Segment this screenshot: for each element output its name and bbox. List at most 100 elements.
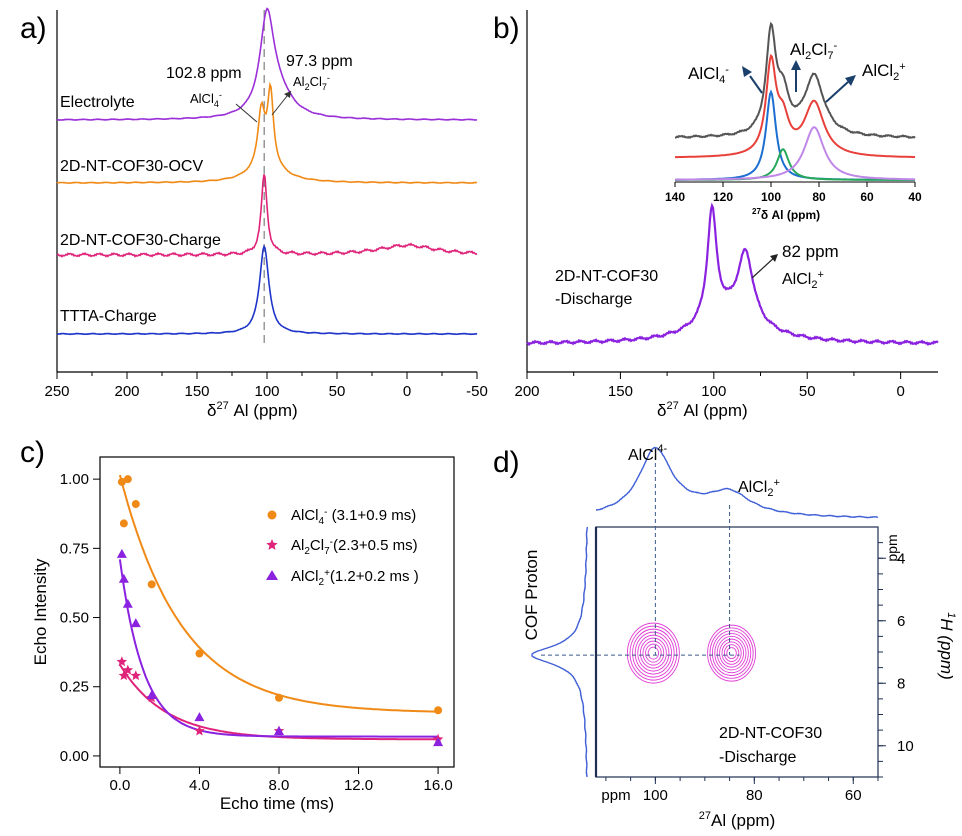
c-point-triangle <box>433 737 444 747</box>
a-tick-group: 250 200 150 100 50 0 -50 <box>44 372 488 400</box>
d-contour-ring-alcl4 <box>639 637 667 669</box>
c-legend-marker-alcl2 <box>266 570 278 580</box>
d-unit-label-bottom: ppm <box>601 787 630 804</box>
d-x-axis-title: 27Al (ppm) <box>699 810 775 830</box>
d-contour-plot <box>626 622 757 684</box>
d-contour-ring-alcl2 <box>711 630 752 676</box>
b-tick-label: 100 <box>701 383 726 400</box>
a-peak1-species: AlCl4- <box>190 90 222 109</box>
d-x-tick-label: 60 <box>845 787 862 804</box>
c-point-circle <box>195 649 204 658</box>
d-y-tick-label: 4 <box>897 550 905 567</box>
b-annotation-ppm: 82 ppm <box>782 242 839 261</box>
c-point-circle <box>131 500 140 509</box>
panel-a: a) 250 200 150 100 50 0 -50 Electrolyte 2D-NT-… <box>20 7 488 420</box>
c-legend-marker-alcl4 <box>267 510 277 520</box>
d-sample-label-2: -Discharge <box>719 749 796 766</box>
inset-tick-label: 100 <box>761 190 781 204</box>
b-spectrum <box>526 202 939 347</box>
c-legend-marker-al2cl7 <box>266 539 278 550</box>
inset-tick-label: 40 <box>908 190 922 204</box>
inset-label-alcl4: AlCl4- <box>688 64 729 86</box>
c-y-tick-label: 1.00 <box>60 471 89 488</box>
d-contour-ring-alcl2 <box>714 633 749 674</box>
c-point-star <box>116 656 128 667</box>
c-point-star <box>130 670 141 681</box>
c-point-circle <box>119 519 128 528</box>
d-x-tick-label: 80 <box>746 787 763 804</box>
c-x-tick-label: 8.0 <box>269 777 290 794</box>
a-label-ttta: TTTA-Charge <box>60 308 157 325</box>
b-annotation-arrowhead <box>770 254 778 262</box>
c-plot-frame <box>99 456 455 768</box>
c-point-circle <box>147 580 156 589</box>
c-point-star <box>194 725 205 736</box>
c-legend: AlCl4- (3.1+0.9 ms) Al2Cl7-(2.3+0.5 ms) … <box>266 507 419 588</box>
c-point-star <box>118 670 130 681</box>
d-left-projection <box>531 526 589 777</box>
a-peak2-arrowhead <box>284 91 291 98</box>
panel-label-c: c) <box>20 436 45 469</box>
b-sample-label-1: 2D-NT-COF30 <box>555 268 658 285</box>
c-legend-text-alcl4: AlCl4- (3.1+0.9 ms) <box>291 507 416 527</box>
inset-curve-0 <box>674 21 916 139</box>
panel-b: b) 200 150 100 50 0 2D-NT-COF30 -Discharge 8… <box>493 10 939 420</box>
d-contour-ring-alcl2 <box>707 624 757 682</box>
d-y-tick-label: 8 <box>897 675 905 692</box>
b-spectrum-line <box>526 202 939 347</box>
inset-curve-4 <box>675 126 916 181</box>
a-label-charge: 2D-NT-COF30-Charge <box>60 232 221 249</box>
inset-tick-label: 60 <box>860 190 874 204</box>
inset-arrow-alcl4 <box>749 75 763 94</box>
a-tick-label: 200 <box>114 383 139 400</box>
c-x-tick-label: 12.0 <box>344 777 373 794</box>
c-fit-line-2 <box>118 559 439 738</box>
inset-label-alcl2: AlCl2+ <box>862 61 906 83</box>
a-label-ocv: 2D-NT-COF30-OCV <box>60 158 203 175</box>
d-contour-ring-alcl2 <box>723 644 740 662</box>
b-tick-label: 0 <box>896 383 904 400</box>
d-contour-ring-alcl4 <box>647 646 660 660</box>
inset-tick-label: 140 <box>665 190 685 204</box>
c-x-axis-title: Echo time (ms) <box>220 794 334 813</box>
d-unit-label-right: ppm <box>884 534 900 561</box>
inset-arrowhead-alcl2 <box>845 75 856 86</box>
c-legend-text-alcl2: AlCl2+(1.2+0.2 ms ) <box>291 568 419 588</box>
c-point-circle <box>274 693 283 702</box>
d-y-right-title: 1H (ppm) <box>937 612 957 680</box>
c-point-triangle <box>118 573 129 583</box>
b-annotation-species: AlCl2+ <box>782 269 824 291</box>
a-spectrum-1 <box>56 81 478 185</box>
d-contour-ring-alcl2 <box>721 641 742 665</box>
d-contour-ring-alcl4 <box>634 631 673 675</box>
c-x-tick-label: 0.0 <box>109 777 130 794</box>
d-contour-ring-alcl4 <box>626 622 680 684</box>
c-point-triangle <box>194 712 205 722</box>
b-annotation-arrow <box>751 255 777 279</box>
d-contour-ring-alcl2 <box>726 647 737 660</box>
d-x-tick-label: 100 <box>643 787 668 804</box>
a-peak1-leader <box>235 103 258 123</box>
a-peak1-ppm: 102.8 ppm <box>166 65 242 82</box>
d-y-tick-label: 10 <box>897 738 914 755</box>
inset-label-al2cl7: Al2Cl7- <box>790 40 837 62</box>
a-spectrum-2 <box>56 174 478 258</box>
inset-curve-1 <box>675 53 915 159</box>
d-contour-ring-alcl4 <box>642 640 665 666</box>
inset-tick-group: 140 120 100 80 60 40 <box>665 182 922 204</box>
d-contour-ring-alcl4 <box>629 625 678 681</box>
c-data-points <box>116 475 444 747</box>
a-label-electrolyte: Electrolyte <box>60 94 135 111</box>
c-tick-group: 0.0 4.0 8.0 12.0 16.0 0.00 0.25 0.50 0.75 1.00 <box>60 471 453 794</box>
c-y-tick-label: 0.75 <box>60 540 89 557</box>
c-x-tick-label: 16.0 <box>423 777 452 794</box>
d-label-alcl4: AlCl4- <box>628 443 667 464</box>
c-point-circle <box>434 706 443 715</box>
d-y-left-title: COF Proton <box>522 550 541 641</box>
d-contour-ring-alcl2 <box>709 627 754 679</box>
a-tick-label: 150 <box>184 383 209 400</box>
a-tick-label: 50 <box>329 383 346 400</box>
a-tick-label: 100 <box>254 383 279 400</box>
c-y-tick-label: 0.25 <box>60 679 89 696</box>
